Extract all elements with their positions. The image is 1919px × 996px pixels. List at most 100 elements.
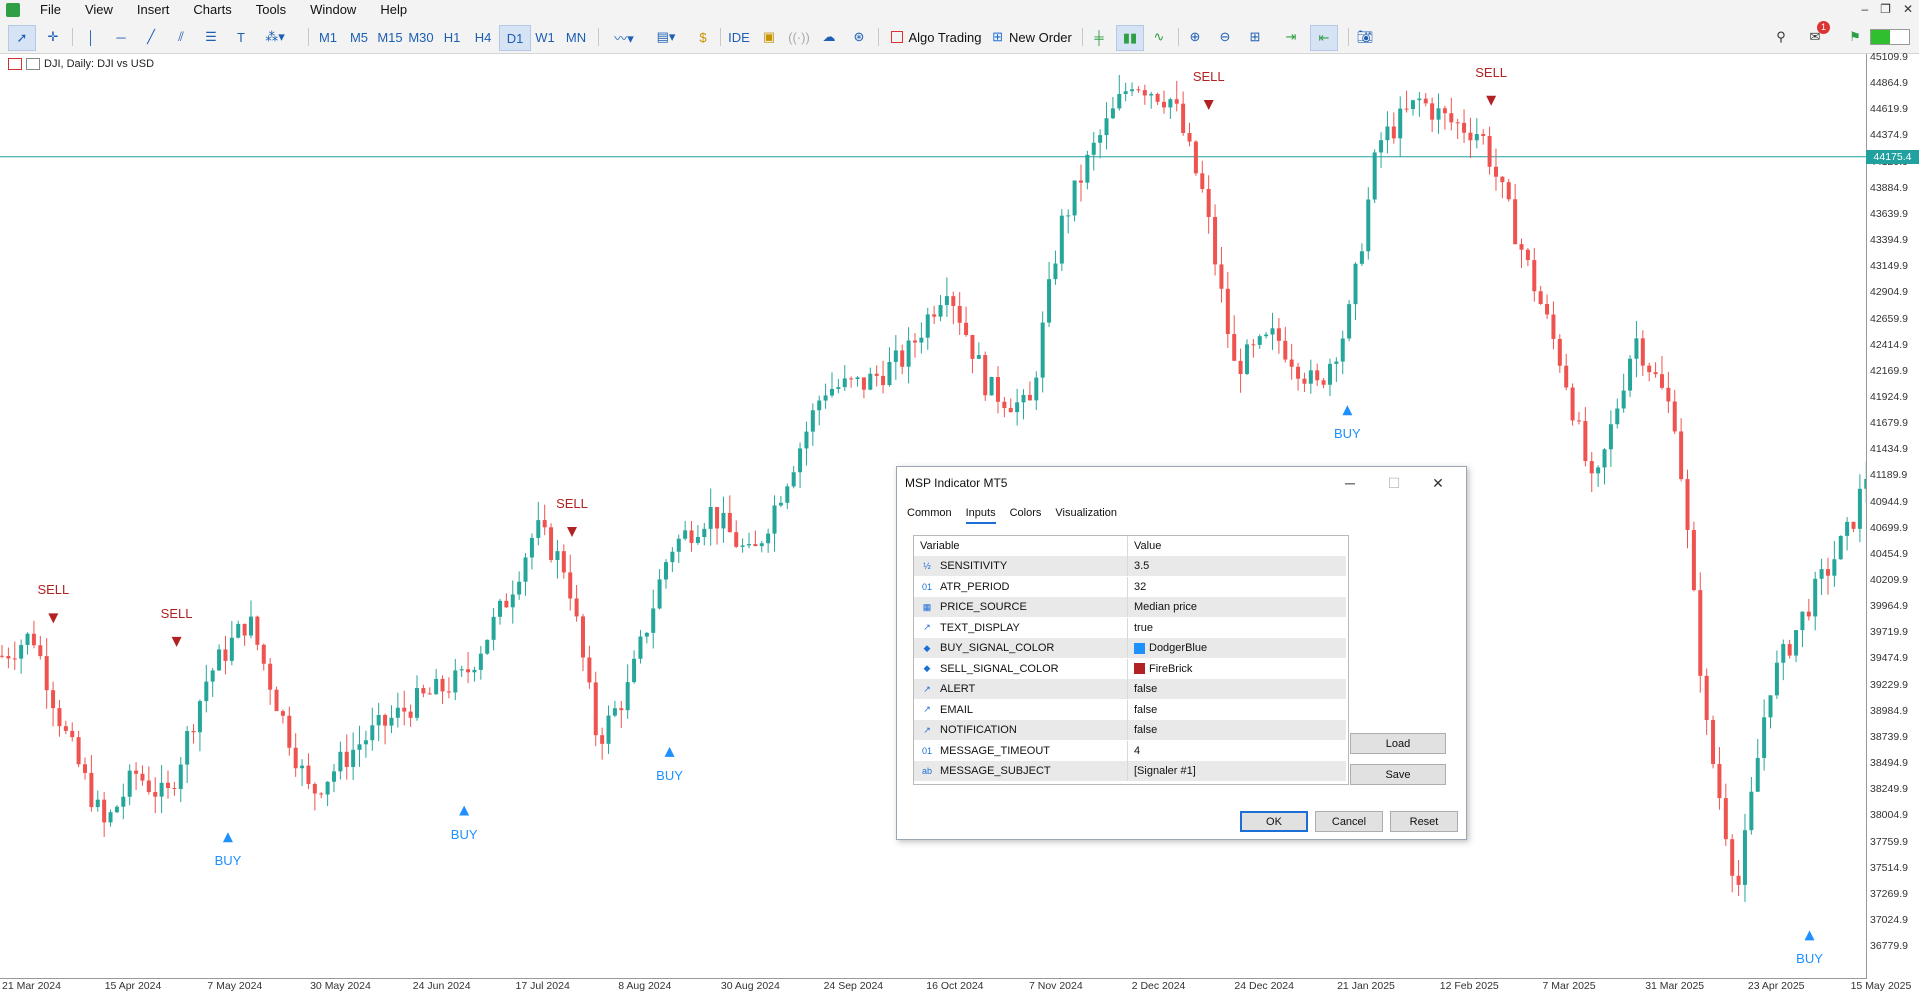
crosshair-icon[interactable]: ✛ <box>47 29 59 44</box>
tf-w1[interactable]: W1 <box>535 29 555 45</box>
horizontal-line-icon[interactable]: ─ <box>116 29 126 45</box>
templates-icon[interactable]: ▤▾ <box>656 29 676 44</box>
tf-m30[interactable]: M30 <box>408 29 434 45</box>
load-button[interactable]: Load <box>1350 733 1446 754</box>
shapes-icon[interactable]: ⁂▾ <box>265 29 285 44</box>
param-row[interactable]: ↗ ALERT false <box>914 679 1346 699</box>
param-row[interactable]: ◆ BUY_SIGNAL_COLOR DodgerBlue <box>914 638 1346 658</box>
cursor-icon[interactable]: ➚ <box>8 25 36 51</box>
search-icon[interactable]: ⚲ <box>1776 29 1786 44</box>
param-row[interactable]: ab MESSAGE_SUBJECT [Signaler #1] <box>914 761 1346 781</box>
chart-shift-icon[interactable]: ⇤ <box>1310 25 1338 51</box>
param-value[interactable]: FireBrick <box>1128 663 1346 675</box>
candle-body <box>1289 359 1294 367</box>
param-value[interactable]: [Signaler #1] <box>1128 765 1346 777</box>
close-icon[interactable]: ✕ <box>1902 2 1913 16</box>
param-value[interactable]: false <box>1128 683 1346 695</box>
candle-body <box>1430 103 1435 120</box>
candle-body <box>165 782 170 788</box>
autoscroll-icon[interactable]: ⇥ <box>1285 29 1297 44</box>
price-axis[interactable]: 45109.944864.944619.944374.944129.943884… <box>1867 51 1919 978</box>
candle-body <box>810 410 815 432</box>
text-icon[interactable]: T <box>237 29 245 45</box>
price-tick-label: 39474.9 <box>1870 652 1908 665</box>
zoom-out-icon[interactable]: ⊖ <box>1219 29 1231 44</box>
vps-icon[interactable]: ⊛ <box>853 29 865 44</box>
candle-body <box>440 678 445 692</box>
line-chart-icon[interactable]: ∿ <box>1153 29 1165 44</box>
cloud-icon[interactable]: ☁ <box>822 29 836 44</box>
param-value[interactable]: 32 <box>1128 581 1346 593</box>
ide-button[interactable]: IDE <box>728 29 750 45</box>
menu-view[interactable]: View <box>84 2 113 17</box>
param-value[interactable]: 4 <box>1128 745 1346 757</box>
tab-common[interactable]: Common <box>907 507 952 519</box>
sell-signal-label: SELL <box>160 605 193 621</box>
candle-body <box>1327 363 1332 385</box>
param-row[interactable]: ↗ TEXT_DISPLAY true <box>914 617 1346 638</box>
channel-icon[interactable]: ⫽ <box>178 29 184 44</box>
candle-body <box>1672 401 1677 432</box>
restore-icon[interactable]: ❐ <box>1880 2 1891 16</box>
param-row[interactable]: ↗ EMAIL false <box>914 699 1346 720</box>
candlestick-icon[interactable]: ▮▮ <box>1116 25 1144 51</box>
param-value[interactable]: DodgerBlue <box>1128 642 1346 654</box>
fibonacci-icon[interactable]: ☰ <box>205 29 217 44</box>
bar-chart-icon[interactable]: ╪ <box>1094 29 1104 45</box>
grid-icon[interactable]: ⊞ <box>1249 29 1261 44</box>
tf-m5[interactable]: M5 <box>349 29 369 45</box>
candle-body <box>1640 338 1645 366</box>
menu-window[interactable]: Window <box>310 2 357 17</box>
new-order-button[interactable]: ⊞ New Order <box>990 25 1074 49</box>
vertical-line-icon[interactable]: │ <box>86 29 96 45</box>
minimize-icon[interactable]: – <box>1861 2 1869 16</box>
param-row[interactable]: ↗ NOTIFICATION false <box>914 720 1346 740</box>
reset-button[interactable]: Reset <box>1390 811 1458 832</box>
param-value[interactable]: Median price <box>1128 601 1346 613</box>
tf-h1[interactable]: H1 <box>443 29 461 45</box>
sell-signal-label: SELL <box>556 495 588 511</box>
candle-body <box>427 693 432 695</box>
menu-help[interactable]: Help <box>380 2 408 17</box>
tf-mn[interactable]: MN <box>565 29 587 45</box>
dialog-minimize-icon[interactable]: ─ <box>1345 475 1355 491</box>
tf-h4[interactable]: H4 <box>474 29 492 45</box>
menu-file[interactable]: File <box>40 2 61 17</box>
param-value[interactable]: false <box>1128 724 1346 736</box>
param-row[interactable]: ½ SENSITIVITY 3.5 <box>914 556 1346 576</box>
trendline-icon[interactable]: ╱ <box>147 29 155 44</box>
param-value[interactable]: false <box>1128 704 1346 716</box>
dialog-close-icon[interactable]: ✕ <box>1432 475 1444 491</box>
param-row[interactable]: 01 ATR_PERIOD 32 <box>914 576 1346 597</box>
tf-m1[interactable]: M1 <box>318 29 338 45</box>
signal-icon[interactable]: ((·)) <box>788 29 810 45</box>
tab-visualization[interactable]: Visualization <box>1055 507 1117 519</box>
tf-d1[interactable]: D1 <box>499 25 531 51</box>
indicators-icon[interactable]: 〰▾ <box>614 30 634 46</box>
algo-trading-button[interactable]: Algo Trading <box>886 25 986 49</box>
param-value[interactable]: 3.5 <box>1128 560 1346 572</box>
candle-body <box>1481 134 1486 137</box>
param-value[interactable]: true <box>1128 622 1346 634</box>
time-axis[interactable]: 21 Mar 2024 15 Apr 2024 7 May 2024 30 May 2… <box>0 978 1911 996</box>
menu-insert[interactable]: Insert <box>136 2 170 17</box>
param-row[interactable]: 01 MESSAGE_TIMEOUT 4 <box>914 740 1346 761</box>
notifications-icon[interactable]: ✉ 1 <box>1802 21 1830 49</box>
param-row[interactable]: ▦ PRICE_SOURCE Median price <box>914 597 1346 617</box>
menu-tools[interactable]: Tools <box>255 2 287 17</box>
dialog-maximize-icon[interactable]: ☐ <box>1387 475 1401 491</box>
candle-body <box>1200 173 1205 189</box>
tab-inputs[interactable]: Inputs <box>965 507 996 524</box>
cancel-button[interactable]: Cancel <box>1315 811 1383 832</box>
menu-charts[interactable]: Charts <box>193 2 232 17</box>
bag-icon[interactable]: ▣ <box>762 29 776 44</box>
save-button[interactable]: Save <box>1350 764 1446 785</box>
tf-m15[interactable]: M15 <box>377 29 403 45</box>
zoom-in-icon[interactable]: ⊕ <box>1189 29 1201 44</box>
tab-colors[interactable]: Colors <box>1009 507 1042 519</box>
market-icon[interactable]: $ <box>699 29 707 45</box>
candle-body <box>1781 644 1786 663</box>
screenshot-icon[interactable]: 📷︎ <box>1356 29 1374 44</box>
ok-button[interactable]: OK <box>1240 811 1308 832</box>
param-row[interactable]: ◆ SELL_SIGNAL_COLOR FireBrick <box>914 658 1346 679</box>
